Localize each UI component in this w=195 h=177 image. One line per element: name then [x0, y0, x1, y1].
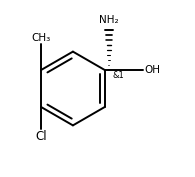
Text: CH₃: CH₃ — [31, 33, 51, 43]
Text: Cl: Cl — [35, 130, 47, 144]
Text: OH: OH — [144, 65, 160, 75]
Text: NH₂: NH₂ — [99, 15, 119, 25]
Text: &1: &1 — [112, 71, 124, 80]
